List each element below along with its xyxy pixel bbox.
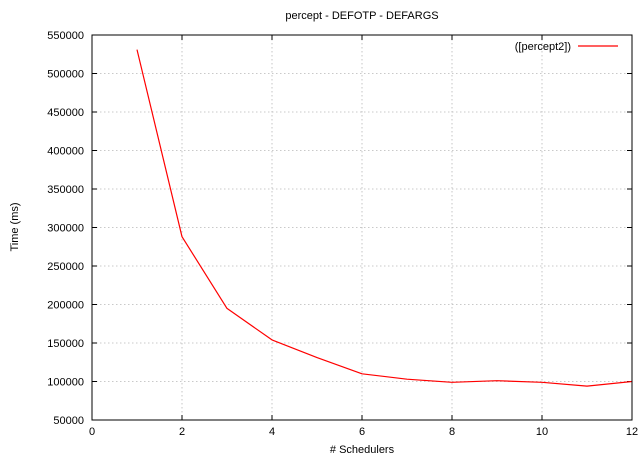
y-tick-label: 150000 <box>47 338 84 350</box>
x-tick-label: 6 <box>359 426 365 438</box>
plot-frame <box>91 34 633 421</box>
y-tick-label: 300000 <box>47 223 84 235</box>
series-layer <box>136 49 633 387</box>
x-tick-label: 4 <box>269 426 275 438</box>
x-tick-label: 10 <box>536 426 548 438</box>
axis-ticks: 50000 100000 150000 200000 250000 300000 35000… <box>47 30 638 438</box>
grid <box>92 35 632 420</box>
y-tick-label: 400000 <box>47 146 84 158</box>
chart-title: percept - DEFOTP - DEFARGS <box>285 10 438 22</box>
y-axis-label: Time (ms) <box>9 202 21 251</box>
x-axis-label: # Schedulers <box>330 444 395 456</box>
legend-label-percept2: ([percept2]) <box>515 41 571 53</box>
y-tick-label: 450000 <box>47 107 84 119</box>
y-tick-label: 550000 <box>47 30 84 42</box>
y-tick-label: 250000 <box>47 261 84 273</box>
y-tick-label: 50000 <box>53 415 84 427</box>
y-tick-label: 100000 <box>47 377 84 389</box>
x-tick-label: 0 <box>89 426 95 438</box>
y-tick-label: 350000 <box>47 184 84 196</box>
x-tick-label: 8 <box>449 426 455 438</box>
y-tick-label: 500000 <box>47 69 84 81</box>
x-tick-label: 12 <box>626 426 638 438</box>
x-tick-label: 2 <box>179 426 185 438</box>
y-tick-label: 200000 <box>47 300 84 312</box>
series-line-percept2 <box>136 49 633 387</box>
legend: ([percept2]) <box>515 41 618 53</box>
